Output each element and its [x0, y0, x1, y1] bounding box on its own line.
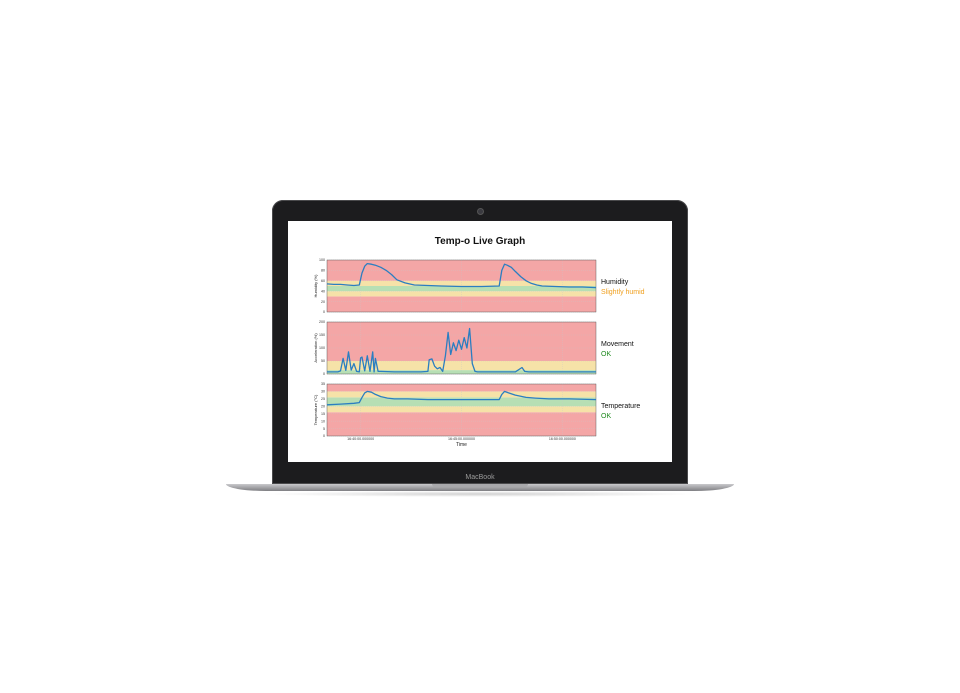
y-axis-label-1: Acceleration (%): [313, 333, 318, 363]
y-tick-label-1-1: 50: [321, 359, 325, 363]
webcam-icon: [478, 209, 483, 214]
x-tick-label-1: 16:45:00.000000: [448, 437, 475, 441]
y-tick-label-2-7: 35: [321, 382, 325, 386]
x-tick-label-0: 16:40:00.000000: [347, 437, 374, 441]
band-yellow-2-1: [327, 406, 596, 413]
band-yellow-1-1: [327, 361, 596, 371]
plot-frame-0: [326, 259, 597, 313]
laptop-base: [226, 484, 734, 491]
y-tick-label-2-4: 20: [321, 404, 325, 408]
y-tick-label-0-3: 60: [321, 279, 325, 283]
y-tick-label-0-4: 80: [321, 269, 325, 273]
y-tick-label-2-5: 25: [321, 397, 325, 401]
band-green-2-2: [327, 397, 596, 407]
status-value-2: OK: [601, 413, 611, 420]
x-axis-label: Time: [456, 442, 467, 448]
series-line-0: [326, 262, 597, 289]
y-tick-label-1-2: 100: [319, 346, 325, 350]
y-axis-label-2: Temperature (°C): [313, 394, 318, 425]
laptop-notch: [432, 484, 528, 487]
y-tick-label-0-1: 20: [321, 300, 325, 304]
y-tick-label-2-3: 15: [321, 412, 325, 416]
plot-frame-1: [326, 321, 597, 375]
y-tick-label-1-3: 150: [319, 333, 325, 337]
y-tick-label-0-2: 40: [321, 289, 325, 293]
status-label-2: Temperature: [601, 403, 640, 410]
series-line-1: [327, 327, 596, 373]
plot-frame-2: [326, 383, 597, 437]
y-tick-label-2-0: 0: [323, 434, 325, 438]
band-yellow-0-3: [327, 280, 596, 286]
status-label-0: Humidity: [601, 279, 629, 286]
laptop-brand-label: MacBook: [465, 474, 495, 481]
y-axis-label-0: Humidity (%): [313, 274, 318, 298]
status-label-1: Movement: [601, 341, 634, 348]
band-red-1-2: [327, 322, 596, 361]
chart-title: Temp-o Live Graph: [434, 236, 526, 247]
status-value-0: Slightly humid: [601, 289, 645, 296]
series-line-2: [326, 390, 597, 406]
y-tick-label-0-0: 0: [323, 310, 325, 314]
band-red-2-4: [327, 384, 596, 392]
y-tick-label-2-6: 30: [321, 390, 325, 394]
y-tick-label-0-5: 100: [319, 258, 325, 262]
laptop-screen: Temp-o Live Graph 0 20 40 60 80 100 Humidity (…: [288, 221, 672, 462]
y-tick-label-1-4: 200: [319, 320, 325, 324]
y-tick-label-2-1: 5: [323, 427, 325, 431]
band-yellow-0-1: [327, 291, 596, 297]
x-tick-label-2: 16:50:00.000000: [549, 437, 576, 441]
y-tick-label-1-0: 0: [323, 372, 325, 376]
laptop-shadow: [260, 491, 700, 497]
status-value-1: OK: [601, 351, 611, 358]
y-tick-label-2-2: 10: [321, 419, 325, 423]
